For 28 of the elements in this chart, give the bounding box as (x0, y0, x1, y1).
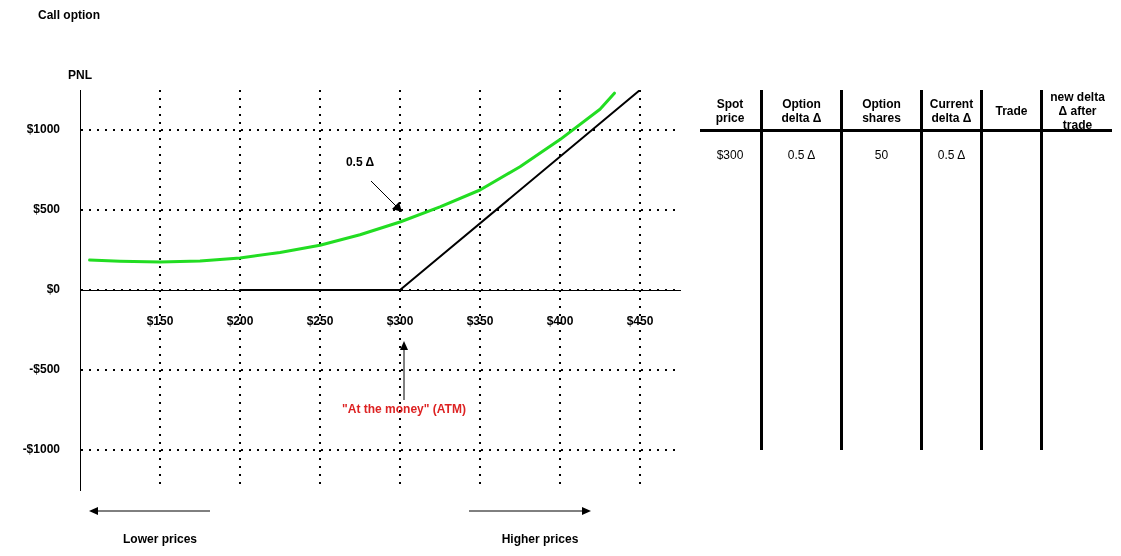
text: 0.5 Δ (787, 148, 816, 162)
category-label: Spot price (714, 96, 746, 125)
x-tick-label: $250 (306, 313, 334, 328)
y-axis-title: PNL (68, 68, 92, 82)
text: 50 (874, 148, 889, 162)
x-tick-label: $150 (146, 313, 174, 328)
chart-title: Call option (38, 8, 100, 22)
category-label: Option delta Δ (780, 96, 823, 125)
x-tick-label: $400 (546, 313, 574, 328)
x-tick-label: $450 (626, 313, 654, 328)
annotation: 0.5 Δ (344, 155, 376, 169)
category-label: Option shares (861, 96, 902, 125)
text: Lower prices (122, 532, 198, 546)
x-tick-label: $200 (226, 313, 254, 328)
annotation: "At the money" (ATM) (341, 402, 467, 416)
y-tick-label: -$500 (29, 362, 61, 377)
y-tick-label: -$1000 (22, 442, 61, 457)
category-label: Trade (995, 103, 1028, 118)
x-tick-label: $300 (386, 313, 414, 328)
y-tick-label: $0 (46, 282, 61, 297)
text: 0.5 Δ (937, 148, 966, 162)
category-label: new delta Δ after trade (1049, 89, 1106, 132)
y-tick-label: $500 (33, 202, 61, 217)
y-tick-label: $1000 (26, 122, 61, 137)
x-tick-label: $350 (466, 313, 494, 328)
category-label: Current delta Δ (929, 96, 974, 125)
text: $300 (716, 148, 744, 162)
text: Higher prices (500, 532, 580, 546)
